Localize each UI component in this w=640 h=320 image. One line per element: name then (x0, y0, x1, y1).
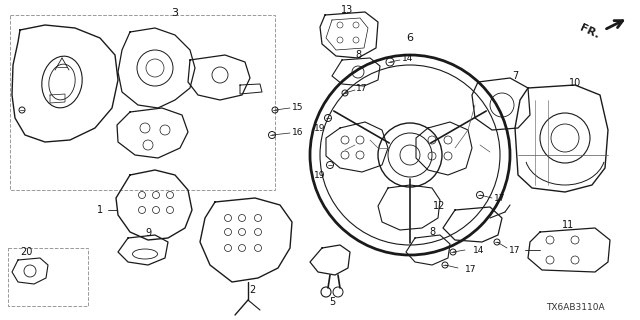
Text: 17: 17 (494, 194, 506, 203)
Bar (10, 15, 275, 190)
Text: 19: 19 (314, 124, 326, 132)
Text: 17: 17 (509, 245, 521, 254)
Text: 1: 1 (97, 205, 103, 215)
Text: 20: 20 (20, 247, 33, 257)
Text: 17: 17 (465, 266, 477, 275)
Text: 7: 7 (512, 71, 518, 81)
Text: 16: 16 (292, 127, 304, 137)
Text: 5: 5 (329, 297, 335, 307)
Text: 8: 8 (429, 227, 435, 237)
Text: 2: 2 (249, 285, 255, 295)
Text: 17: 17 (356, 84, 368, 92)
Text: 14: 14 (473, 245, 484, 254)
Text: 10: 10 (569, 78, 581, 88)
Text: 3: 3 (172, 8, 179, 18)
Text: 6: 6 (406, 33, 413, 43)
Text: TX6AB3110A: TX6AB3110A (546, 303, 604, 313)
Text: 15: 15 (292, 102, 304, 111)
Text: FR.: FR. (579, 23, 602, 41)
Text: 11: 11 (562, 220, 574, 230)
Bar (8, 248, 88, 306)
Text: 19: 19 (314, 171, 326, 180)
Text: 13: 13 (341, 5, 353, 15)
Text: 14: 14 (403, 53, 413, 62)
Text: 12: 12 (433, 201, 445, 211)
Text: 8: 8 (355, 50, 361, 60)
Text: 9: 9 (145, 228, 151, 238)
